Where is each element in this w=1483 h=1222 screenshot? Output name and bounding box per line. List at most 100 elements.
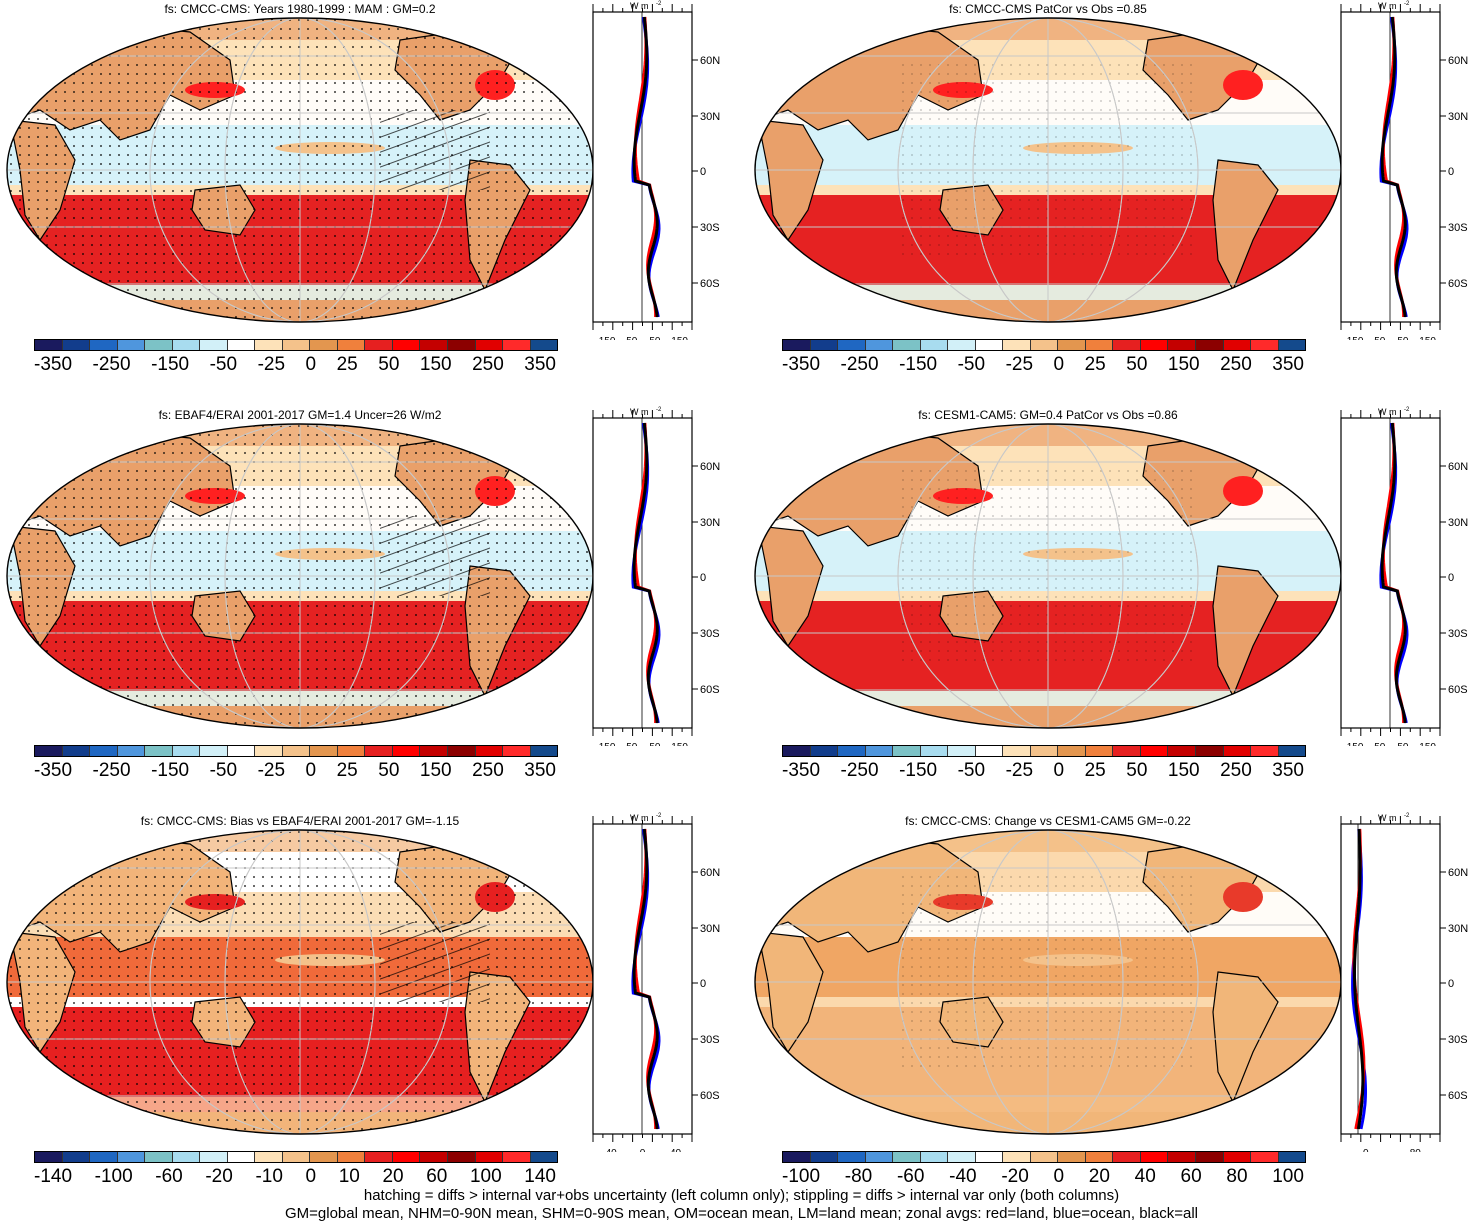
colorbar-tick-label: -150 <box>151 354 189 376</box>
zonal-x-tick-label: 50 <box>649 742 661 746</box>
colorbar-swatch <box>893 746 921 756</box>
colorbar-swatch <box>948 1152 976 1162</box>
colorbar-swatch <box>228 746 256 756</box>
colorbar-tick-label: 150 <box>420 354 452 376</box>
colorbar-tick-label: -20 <box>205 1166 232 1188</box>
zonal-lat-label: 30S <box>700 1034 720 1046</box>
colorbar-swatch <box>393 746 421 756</box>
colorbar-tick-label: -250 <box>841 354 879 376</box>
colorbar-swatch <box>476 340 504 350</box>
zonal-x-tick-label: 150 <box>1419 742 1436 746</box>
colorbar-swatch <box>893 1152 921 1162</box>
zonal-lat-label: 30S <box>700 628 720 640</box>
map-field <box>748 812 1348 1142</box>
colorbar-tick-label: 60 <box>1181 1166 1202 1188</box>
zonal-lat-label: 30S <box>1448 628 1468 640</box>
colorbar-tick-label: 250 <box>472 354 504 376</box>
colorbar-swatch <box>1224 746 1252 756</box>
colorbar-swatch <box>255 340 283 350</box>
zonal-lat-label: 30N <box>1448 923 1468 935</box>
colorbar-swatch <box>783 1152 811 1162</box>
colorbar-tick-label: 250 <box>1220 354 1252 376</box>
zonal-x-tick-label: -50 <box>1371 742 1386 746</box>
colorbar-swatch <box>948 340 976 350</box>
colorbar-swatch <box>1141 1152 1169 1162</box>
colorbar-swatch <box>976 340 1004 350</box>
colorbar-swatch <box>503 340 531 350</box>
colorbar-swatch <box>173 746 201 756</box>
colorbar <box>782 745 1306 757</box>
colorbar-swatch <box>921 746 949 756</box>
zonal-unit-exponent: -2 <box>1404 1 1410 7</box>
zonal-x-tick-label: -150 <box>1343 336 1363 340</box>
colorbar-tick-label: 25 <box>1085 354 1106 376</box>
colorbar-tick-label: -350 <box>782 760 820 782</box>
colorbar-tick-label: 50 <box>378 354 399 376</box>
robinson-map <box>0 812 600 1142</box>
colorbar-tick-label: 0 <box>1054 760 1065 782</box>
map-panel-cmcc-1980-1999: fs: CMCC-CMS: Years 1980-1999 : MAM : GM… <box>0 0 735 386</box>
colorbar-tick-label: 250 <box>1220 760 1252 782</box>
colorbar-swatch <box>1196 340 1224 350</box>
zonal-unit-exponent: -2 <box>656 813 662 819</box>
colorbar-tick-label: 100 <box>470 1166 502 1188</box>
colorbar-swatch <box>310 1152 338 1162</box>
colorbar-swatch <box>338 340 366 350</box>
zonal-lat-label: 0 <box>700 166 706 178</box>
colorbar-swatch <box>448 1152 476 1162</box>
colorbar-swatch <box>35 340 63 350</box>
colorbar-tick-label: 0 <box>306 1166 317 1188</box>
colorbar-swatch <box>531 1152 558 1162</box>
colorbar-tick-label: 40 <box>1135 1166 1156 1188</box>
zonal-unit-exponent: -2 <box>1404 813 1410 819</box>
colorbar-swatch <box>118 340 146 350</box>
colorbar-swatch <box>838 340 866 350</box>
colorbar-tick-label: 350 <box>1272 354 1304 376</box>
colorbar-tick-label: -50 <box>958 760 985 782</box>
colorbar-swatch <box>531 746 558 756</box>
colorbar-swatch <box>1196 1152 1224 1162</box>
colorbar-swatch <box>118 1152 146 1162</box>
colorbar-tick-label: -50 <box>958 354 985 376</box>
colorbar-swatch <box>476 746 504 756</box>
colorbar-swatch <box>200 340 228 350</box>
colorbar-swatch <box>838 1152 866 1162</box>
colorbar-tick-label: 20 <box>382 1166 403 1188</box>
robinson-map <box>748 0 1348 330</box>
colorbar-swatch <box>976 1152 1004 1162</box>
zonal-x-tick-label: 150 <box>671 336 688 340</box>
colorbar-swatch <box>393 340 421 350</box>
colorbar-tick-label: -150 <box>899 354 937 376</box>
colorbar-tick-label: -20 <box>1001 1166 1028 1188</box>
colorbar-swatch <box>1279 1152 1306 1162</box>
colorbar-swatch <box>1031 340 1059 350</box>
colorbar-swatch <box>35 746 63 756</box>
colorbar-swatch <box>228 1152 256 1162</box>
zonal-x-tick-label: 50 <box>1397 336 1409 340</box>
zonal-lat-label: 60N <box>1448 867 1468 879</box>
colorbar-tick-label: -25 <box>1006 354 1033 376</box>
colorbar-swatch <box>1113 1152 1141 1162</box>
map-field <box>748 0 1348 330</box>
colorbar-tick-label: -60 <box>897 1166 924 1188</box>
colorbar-swatch <box>393 1152 421 1162</box>
colorbar-tick-label: 50 <box>1126 760 1147 782</box>
colorbar-tick-label: -25 <box>258 354 285 376</box>
zonal-lat-label: 60S <box>1448 278 1468 290</box>
zonal-lat-label: 60S <box>1448 1090 1468 1102</box>
colorbar-tick-label: -250 <box>93 354 131 376</box>
zonal-x-tick-label: 80 <box>1410 1148 1422 1152</box>
colorbar-swatch <box>1168 1152 1196 1162</box>
colorbar-tick-label: -250 <box>841 760 879 782</box>
colorbar-swatch <box>90 746 118 756</box>
colorbar-swatch <box>1058 746 1086 756</box>
colorbar-tick-label: -25 <box>258 760 285 782</box>
colorbar-swatch <box>976 746 1004 756</box>
